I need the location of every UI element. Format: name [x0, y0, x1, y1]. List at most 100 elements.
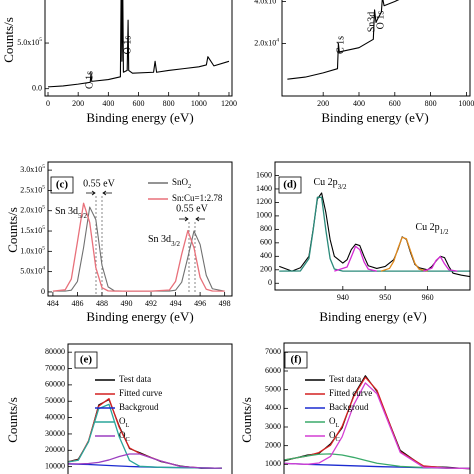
data-line — [68, 403, 222, 469]
text-part: 4 — [276, 0, 279, 2]
y-tick-label: 600 — [260, 238, 272, 247]
y-axis-title: Counts/s — [5, 397, 20, 443]
legend-label: OL — [329, 416, 340, 429]
panel-label: (f) — [291, 354, 302, 366]
legend-label: OC — [329, 430, 340, 443]
data-line — [52, 202, 225, 292]
legend-label: OL — [119, 416, 130, 429]
x-tick-label: 1200 — [221, 99, 237, 108]
data-line — [423, 255, 458, 272]
y-tick-label: 60000 — [45, 380, 65, 389]
y-tick-label: 7000 — [265, 347, 281, 356]
text-part: 0.0 — [32, 84, 42, 93]
y-tick-label: 20000 — [45, 445, 65, 454]
annotation: C 1s — [84, 71, 95, 89]
text-part: 3/2 — [338, 183, 347, 191]
y-tick-label: 80000 — [45, 347, 65, 356]
annotation: O 1s — [375, 11, 386, 30]
y-tick-label: 10000 — [45, 461, 65, 470]
x-tick-label: 800 — [425, 99, 437, 108]
panel-label: (c) — [56, 179, 69, 191]
text-part: 2 — [188, 183, 191, 190]
plot-frame — [67, 343, 233, 474]
plot-area — [284, 375, 470, 470]
y-tick-label: 30000 — [45, 429, 65, 438]
legend-label: Test data — [119, 374, 151, 384]
x-tick-label: 950 — [379, 293, 391, 302]
x-tick-label: 400 — [353, 99, 365, 108]
annotation: O 1s — [122, 36, 133, 55]
x-tick-label: 490 — [121, 299, 133, 308]
text-part: 5.0x10 — [20, 266, 42, 275]
text-part: 3.0x10 — [20, 165, 42, 174]
text-part: 2.5x10 — [20, 185, 42, 194]
legend-label: SnO2 — [172, 177, 191, 190]
x-tick-label: 484 — [47, 299, 59, 308]
panel-label-box — [50, 176, 74, 194]
y-tick-label: 2000 — [265, 440, 281, 449]
text-part: 1.0x10 — [20, 246, 42, 255]
plot-area — [68, 398, 222, 469]
text-part: Cu 2p — [415, 222, 439, 233]
x-axis-title: Binding energy (eV) — [319, 309, 426, 324]
y-axis-title: Counts/s — [5, 207, 20, 253]
legend-label: Sn:Cu=1:2.78 — [172, 193, 223, 203]
annotation: Sn 3d3/2 — [148, 234, 181, 247]
panel-label: (e) — [80, 354, 93, 366]
text-part: O — [119, 416, 126, 426]
text-part: 4.0x10 — [254, 0, 276, 5]
x-tick-label: 200 — [317, 99, 329, 108]
legend-label: Fitted curve — [329, 388, 372, 398]
data-line — [334, 245, 377, 272]
annotation: 0.55 eV — [176, 203, 208, 214]
y-axis-title: Counts/s — [1, 17, 16, 63]
x-tick-label: 600 — [389, 99, 401, 108]
y-tick-label: 5000 — [265, 384, 281, 393]
y-tick-label: 2.0x105 — [20, 205, 45, 215]
text-part: Cu 2p — [313, 177, 337, 188]
text-part: L — [336, 422, 340, 429]
y-tick-label: 2.5x105 — [20, 185, 45, 195]
x-tick-label: 486 — [71, 299, 83, 308]
text-part: 5 — [42, 225, 45, 231]
x-tick-label: 200 — [72, 99, 84, 108]
data-line — [47, 0, 230, 88]
y-tick-label: 1.0x106 — [17, 0, 42, 1]
x-tick-label: 492 — [145, 299, 157, 308]
y-tick-label: 50000 — [45, 396, 65, 405]
y-tick-label: 5.0x104 — [20, 266, 45, 276]
panel-label-box — [284, 351, 308, 369]
text-part: C — [336, 436, 340, 443]
text-part: 1/2 — [440, 228, 449, 236]
text-part: O — [119, 430, 126, 440]
y-tick-label: 6000 — [265, 366, 281, 375]
x-axis-title: Binding energy (eV) — [86, 110, 193, 125]
legend-label: Backgroud — [119, 402, 159, 412]
y-tick-label: 0 — [268, 278, 272, 287]
text-part: 5 — [42, 185, 45, 191]
x-tick-label: 800 — [163, 99, 175, 108]
x-tick-label: 1000 — [458, 99, 474, 108]
panel-label-box — [74, 351, 98, 369]
plot-area — [52, 202, 225, 292]
y-tick-label: 3.0x105 — [20, 164, 45, 174]
y-tick-label: 800 — [260, 224, 272, 233]
text-part: 5 — [39, 37, 42, 43]
text-part: O — [329, 430, 336, 440]
y-tick-label: 0.0 — [32, 84, 42, 93]
plot-area — [47, 0, 230, 88]
data-line — [52, 206, 225, 292]
y-tick-label: 1000 — [265, 459, 281, 468]
y-axis-title: Counts/s — [239, 397, 254, 443]
y-tick-label: 0 — [41, 287, 45, 296]
plot-frame — [47, 161, 233, 297]
x-axis-title: Binding energy (eV) — [321, 110, 428, 125]
plot-frame — [283, 342, 471, 474]
text-part: 1.0x10 — [17, 0, 39, 1]
text-part: 5 — [42, 205, 45, 211]
y-tick-label: 3000 — [265, 422, 281, 431]
text-part: SnO — [172, 177, 189, 187]
text-part: 5 — [42, 246, 45, 252]
data-line — [380, 236, 428, 272]
text-part: 3/2 — [171, 240, 180, 248]
